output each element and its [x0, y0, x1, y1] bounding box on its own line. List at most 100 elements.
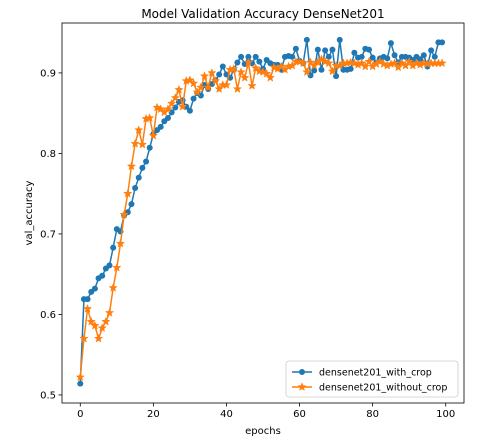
data-point	[145, 113, 155, 122]
data-point	[262, 68, 272, 78]
y-tick-label: 0.6	[40, 310, 56, 321]
data-point	[243, 57, 254, 67]
data-point	[252, 53, 259, 60]
data-point	[322, 47, 329, 54]
x-tick-label: 60	[293, 409, 306, 420]
x-axis-label: epochs	[245, 426, 281, 437]
x-tick-label: 20	[147, 409, 160, 420]
y-axis: 0.5 0.6 0.7 0.8 0.9	[40, 68, 62, 401]
data-point	[132, 185, 139, 192]
data-point	[110, 244, 117, 251]
plot-area	[75, 36, 447, 387]
data-point	[234, 59, 241, 66]
data-point	[302, 67, 312, 77]
x-tick-label: 80	[366, 409, 379, 420]
data-point	[106, 262, 113, 269]
data-point	[143, 158, 150, 165]
data-point	[134, 125, 144, 135]
y-tick-label: 0.5	[40, 390, 56, 401]
data-point	[327, 66, 338, 76]
data-point	[164, 115, 171, 121]
y-tick-label: 0.9	[40, 68, 56, 79]
data-point	[391, 52, 398, 59]
data-point	[99, 272, 106, 279]
data-point	[90, 320, 100, 330]
data-point	[311, 67, 318, 74]
data-point	[101, 316, 111, 326]
data-point	[347, 65, 354, 72]
data-point	[265, 72, 275, 82]
data-point	[170, 92, 180, 102]
data-point	[79, 333, 89, 343]
data-point	[439, 39, 446, 46]
legend-box	[285, 360, 459, 398]
legend-item: densenet201_without_crop	[292, 382, 447, 394]
data-point	[135, 174, 142, 181]
data-point	[82, 303, 93, 313]
data-point	[86, 316, 96, 326]
data-point	[137, 139, 148, 149]
data-point	[325, 53, 332, 60]
legend: densenet201_with_crop densenet201_without…	[285, 360, 459, 398]
data-point	[369, 54, 376, 61]
data-point	[77, 380, 84, 387]
data-point	[318, 66, 325, 73]
data-point	[431, 53, 438, 60]
data-point	[365, 46, 372, 53]
x-axis: 0 20 40 60 80 100	[77, 403, 455, 420]
data-point	[97, 323, 107, 333]
data-point	[166, 98, 177, 108]
legend-label: densenet201_without_crop	[319, 383, 447, 394]
data-point	[221, 80, 232, 89]
data-point	[229, 63, 239, 73]
data-point	[351, 49, 358, 56]
data-point	[420, 52, 427, 59]
data-point	[336, 36, 343, 43]
data-point	[417, 56, 424, 63]
data-point	[210, 76, 221, 85]
data-point	[119, 209, 129, 219]
data-point	[437, 58, 447, 68]
data-point	[130, 138, 140, 148]
data-point	[247, 80, 257, 90]
data-point	[199, 71, 210, 81]
x-tick-label: 0	[77, 409, 83, 420]
data-point	[126, 161, 137, 171]
data-point	[397, 58, 407, 68]
data-point	[203, 82, 213, 92]
data-point	[358, 53, 365, 60]
data-point	[75, 372, 85, 382]
data-point	[190, 95, 197, 102]
data-point	[316, 54, 327, 64]
data-point	[236, 67, 246, 77]
data-point	[192, 87, 202, 97]
data-point	[115, 238, 126, 248]
data-point	[404, 56, 414, 66]
legend-marker	[297, 382, 307, 391]
data-point	[238, 53, 245, 60]
data-point	[84, 296, 91, 303]
data-point	[91, 285, 98, 292]
data-point	[314, 46, 321, 53]
data-point	[375, 56, 385, 66]
data-point	[146, 144, 153, 151]
series-2	[75, 54, 447, 382]
data-point	[393, 62, 403, 72]
data-point	[139, 164, 146, 171]
legend-marker	[299, 369, 305, 375]
data-point	[329, 46, 336, 53]
data-point	[163, 104, 173, 114]
data-point	[384, 55, 391, 62]
data-point	[324, 58, 334, 68]
data-point	[177, 101, 188, 111]
data-point	[298, 58, 308, 68]
data-point	[128, 201, 135, 208]
data-point	[219, 63, 226, 70]
data-point	[364, 56, 374, 66]
data-point	[148, 130, 159, 140]
data-point	[428, 47, 435, 54]
data-point	[104, 307, 115, 317]
data-point	[303, 36, 310, 43]
data-point	[174, 84, 184, 94]
